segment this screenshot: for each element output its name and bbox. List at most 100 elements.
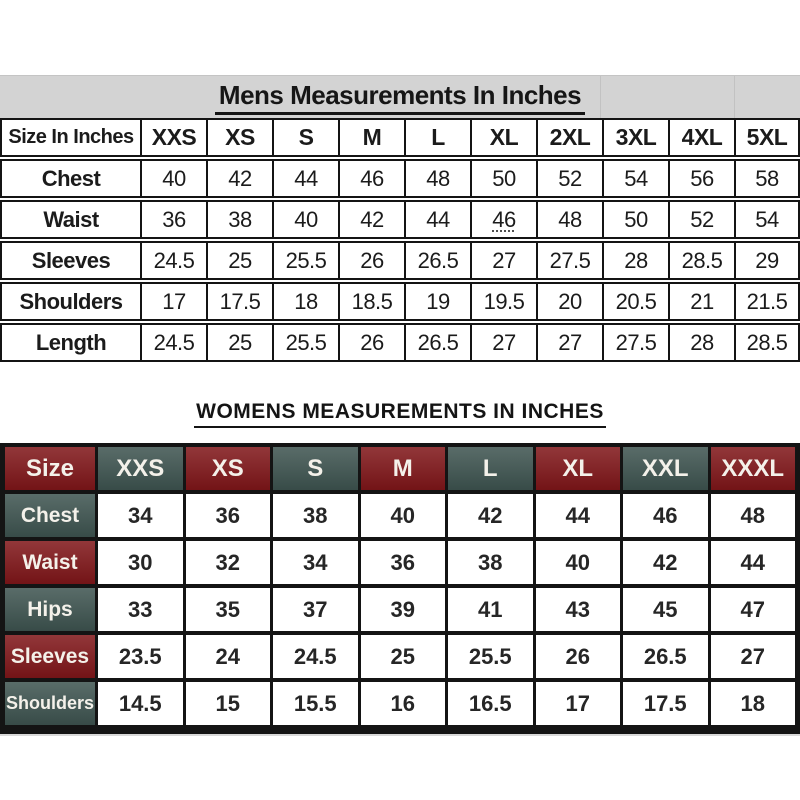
womens-cell-shoulders-xxs: 14.5	[98, 682, 183, 725]
womens-cell-shoulders-xs: 15	[185, 682, 270, 725]
womens-row-label-sleeves: Sleeves	[5, 635, 95, 678]
womens-table-title-text: WOMENS MEASUREMENTS IN INCHES	[194, 400, 606, 428]
womens-row-shoulders: Shoulders 14.5 15 15.5 16 16.5 17 17.5 18	[5, 682, 795, 725]
womens-table-title: WOMENS MEASUREMENTS IN INCHES	[0, 400, 800, 428]
womens-cell-shoulders-s: 15.5	[273, 682, 358, 725]
womens-row-label-hips: Hips	[5, 588, 95, 631]
mens-size-table-section: Mens Measurements In Inches Size In Inch…	[0, 75, 800, 364]
womens-header-m: M	[360, 447, 445, 490]
mens-cell-length-3xl: 27.5	[602, 323, 668, 362]
womens-cell-hips-xxs: 33	[98, 588, 183, 631]
womens-row-sleeves: Sleeves 23.5 24 24.5 25 25.5 26 26.5 27	[5, 635, 795, 678]
mens-cell-length-xxs: 24.5	[140, 323, 206, 362]
title-bar-divider	[600, 76, 601, 118]
womens-cell-waist-xl: 40	[535, 541, 620, 584]
womens-row-label-chest: Chest	[5, 494, 95, 537]
womens-cell-hips-xl: 43	[535, 588, 620, 631]
mens-cell-waist-m: 42	[338, 200, 404, 239]
mens-cell-chest-l: 48	[404, 159, 470, 198]
mens-header-s: S	[272, 118, 338, 157]
womens-cell-hips-xs: 35	[185, 588, 270, 631]
womens-cell-chest-xl: 44	[535, 494, 620, 537]
womens-cell-chest-s: 38	[273, 494, 358, 537]
womens-header-xxs: XXS	[98, 447, 183, 490]
mens-cell-waist-xl: 46	[470, 200, 536, 239]
womens-cell-sleeves-xxs: 23.5	[98, 635, 183, 678]
mens-cell-length-s: 25.5	[272, 323, 338, 362]
mens-cell-sleeves-xs: 25	[206, 241, 272, 280]
mens-cell-chest-xs: 42	[206, 159, 272, 198]
womens-cell-sleeves-l: 25.5	[448, 635, 533, 678]
womens-cell-shoulders-xxl: 17.5	[623, 682, 708, 725]
mens-row-chest: Chest 40 42 44 46 48 50 52 54 56 58	[0, 159, 800, 198]
mens-cell-waist-5xl: 54	[734, 200, 800, 239]
mens-table-title-bar: Mens Measurements In Inches	[0, 75, 800, 118]
womens-cell-chest-l: 42	[448, 494, 533, 537]
mens-cell-shoulders-2xl: 20	[536, 282, 602, 321]
womens-cell-hips-s: 37	[273, 588, 358, 631]
mens-cell-shoulders-m: 18.5	[338, 282, 404, 321]
mens-cell-chest-s: 44	[272, 159, 338, 198]
womens-cell-shoulders-xxxl: 18	[710, 682, 795, 725]
mens-row-label-chest: Chest	[0, 159, 140, 198]
mens-row-label-waist: Waist	[0, 200, 140, 239]
womens-size-table-section: Size XXS XS S M L XL XXL XXXL Chest 34 36 38 40 42 44 4…	[0, 443, 800, 734]
womens-row-hips: Hips 33 35 37 39 41 43 45 47	[5, 588, 795, 631]
mens-header-l: L	[404, 118, 470, 157]
mens-cell-chest-xxs: 40	[140, 159, 206, 198]
womens-row-waist: Waist 30 32 34 36 38 40 42 44	[5, 541, 795, 584]
womens-cell-waist-xxs: 30	[98, 541, 183, 584]
mens-cell-shoulders-5xl: 21.5	[734, 282, 800, 321]
mens-cell-length-l: 26.5	[404, 323, 470, 362]
mens-cell-length-2xl: 27	[536, 323, 602, 362]
mens-row-label-length: Length	[0, 323, 140, 362]
mens-cell-chest-m: 46	[338, 159, 404, 198]
mens-cell-length-4xl: 28	[668, 323, 734, 362]
womens-header-xxxl: XXXL	[710, 447, 795, 490]
mens-row-label-sleeves: Sleeves	[0, 241, 140, 280]
mens-header-xl: XL	[470, 118, 536, 157]
womens-header-l: L	[448, 447, 533, 490]
mens-header-size-in-inches: Size In Inches	[0, 118, 140, 157]
mens-header-m: M	[338, 118, 404, 157]
mens-cell-shoulders-s: 18	[272, 282, 338, 321]
womens-row-label-waist: Waist	[5, 541, 95, 584]
womens-cell-shoulders-m: 16	[360, 682, 445, 725]
mens-cell-shoulders-xl: 19.5	[470, 282, 536, 321]
mens-cell-shoulders-3xl: 20.5	[602, 282, 668, 321]
mens-header-xs: XS	[206, 118, 272, 157]
womens-cell-sleeves-xxxl: 27	[710, 635, 795, 678]
mens-cell-sleeves-3xl: 28	[602, 241, 668, 280]
womens-cell-chest-m: 40	[360, 494, 445, 537]
womens-header-xs: XS	[185, 447, 270, 490]
womens-cell-hips-xxxl: 47	[710, 588, 795, 631]
mens-size-table: Size In Inches XXS XS S M L XL 2XL 3XL 4XL 5XL Che…	[0, 116, 800, 364]
womens-cell-chest-xxs: 34	[98, 494, 183, 537]
mens-cell-chest-3xl: 54	[602, 159, 668, 198]
mens-table-title: Mens Measurements In Inches	[214, 80, 586, 115]
mens-cell-waist-l: 44	[404, 200, 470, 239]
womens-cell-sleeves-xxl: 26.5	[623, 635, 708, 678]
mens-header-5xl: 5XL	[734, 118, 800, 157]
womens-size-table: Size XXS XS S M L XL XXL XXXL Chest 34 36 38 40 42 44 4…	[2, 443, 798, 729]
mens-cell-sleeves-s: 25.5	[272, 241, 338, 280]
mens-cell-sleeves-2xl: 27.5	[536, 241, 602, 280]
womens-cell-chest-xxxl: 48	[710, 494, 795, 537]
womens-cell-chest-xxl: 46	[623, 494, 708, 537]
womens-cell-waist-s: 34	[273, 541, 358, 584]
mens-cell-shoulders-l: 19	[404, 282, 470, 321]
womens-cell-shoulders-xl: 17	[535, 682, 620, 725]
womens-cell-waist-m: 36	[360, 541, 445, 584]
mens-header-2xl: 2XL	[536, 118, 602, 157]
womens-cell-waist-xs: 32	[185, 541, 270, 584]
mens-row-label-shoulders: Shoulders	[0, 282, 140, 321]
mens-cell-sleeves-4xl: 28.5	[668, 241, 734, 280]
womens-cell-sleeves-m: 25	[360, 635, 445, 678]
womens-header-xl: XL	[535, 447, 620, 490]
womens-cell-sleeves-s: 24.5	[273, 635, 358, 678]
mens-cell-waist-2xl: 48	[536, 200, 602, 239]
mens-cell-chest-2xl: 52	[536, 159, 602, 198]
womens-header-xxl: XXL	[623, 447, 708, 490]
mens-cell-waist-4xl: 52	[668, 200, 734, 239]
